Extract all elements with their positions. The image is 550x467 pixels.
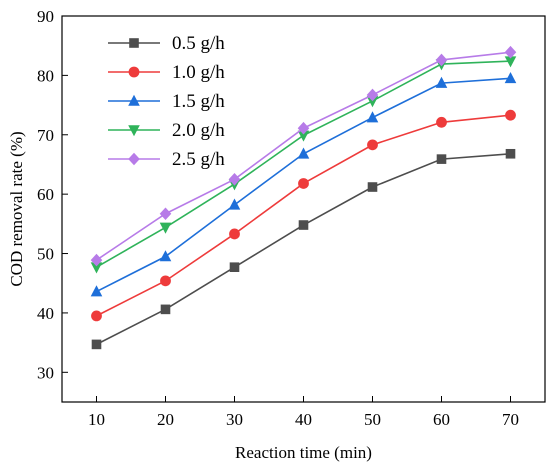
data-point: [90, 253, 103, 267]
x-tick-label: 60: [433, 410, 450, 429]
data-point: [90, 262, 103, 274]
legend-item-0: 0.5 g/h: [108, 33, 225, 54]
legend-label: 0.5 g/h: [172, 33, 225, 54]
legend-item-4: 2.5 g/h: [108, 149, 225, 170]
data-point: [160, 304, 171, 315]
data-point: [298, 220, 309, 230]
y-tick-label: 30: [37, 363, 54, 382]
data-point: [91, 339, 102, 350]
legend-label: 1.5 g/h: [172, 91, 225, 112]
series-0: [91, 148, 516, 350]
series-2: [90, 72, 517, 297]
y-tick-label: 50: [37, 245, 54, 264]
data-point: [297, 130, 310, 142]
y-tick-label: 40: [37, 304, 54, 323]
series-4: [90, 45, 517, 267]
data-point: [435, 53, 448, 67]
data-point: [228, 173, 241, 186]
data-point: [436, 154, 447, 164]
y-axis-title: COD removal rate (%): [7, 131, 26, 286]
data-point: [504, 56, 517, 68]
data-point: [505, 148, 516, 159]
series-3: [90, 56, 517, 274]
data-point: [366, 111, 379, 123]
data-point: [159, 207, 172, 221]
legend-item-3: 2.0 g/h: [108, 120, 225, 141]
legend-marker: [128, 152, 140, 166]
legend-item-2: 1.5 g/h: [108, 91, 225, 112]
legend: 0.5 g/h 1.0 g/h 1.5 g/h 2.0 g/h 2.5 g/h: [108, 33, 225, 170]
x-tick-label: 50: [364, 410, 381, 429]
x-tick-label: 30: [226, 410, 243, 429]
legend-label: 2.0 g/h: [172, 120, 225, 141]
data-point: [229, 262, 240, 272]
data-point: [229, 228, 240, 240]
data-point: [436, 116, 447, 128]
data-point: [504, 72, 517, 84]
y-tick-label: 90: [37, 7, 54, 26]
data-point: [159, 250, 172, 262]
data-point: [297, 121, 310, 135]
data-point: [90, 285, 103, 297]
data-point: [159, 222, 172, 234]
legend-marker: [128, 66, 140, 78]
axis-ticks: 10 20 30 40 50 60 70 30 40 50 60 70 80 90: [37, 7, 519, 429]
data-point: [366, 96, 379, 108]
data-point: [366, 88, 379, 102]
data-point: [298, 178, 309, 189]
data-point: [505, 109, 516, 121]
legend-marker: [128, 125, 140, 137]
legend-label: 2.5 g/h: [172, 149, 225, 170]
y-tick-label: 80: [37, 66, 54, 85]
x-tick-label: 20: [157, 410, 174, 429]
series-line: [96, 60, 511, 268]
legend-marker: [128, 94, 140, 106]
x-tick-label: 10: [88, 410, 105, 429]
data-point: [160, 275, 171, 287]
data-series: [90, 45, 517, 350]
data-point: [91, 310, 102, 322]
legend-label: 1.0 g/h: [172, 62, 225, 83]
data-point: [435, 76, 448, 88]
x-axis-title: Reaction time (min): [235, 443, 372, 462]
legend-item-1: 1.0 g/h: [108, 62, 225, 83]
data-point: [228, 198, 241, 210]
y-tick-label: 70: [37, 126, 54, 145]
data-point: [367, 139, 378, 151]
x-tick-label: 40: [295, 410, 312, 429]
x-tick-label: 70: [502, 410, 519, 429]
series-1: [91, 109, 516, 322]
legend-marker: [129, 38, 139, 48]
y-tick-label: 60: [37, 185, 54, 204]
data-point: [504, 45, 517, 59]
data-point: [297, 147, 310, 159]
series-line: [96, 114, 511, 317]
data-point: [367, 182, 378, 192]
